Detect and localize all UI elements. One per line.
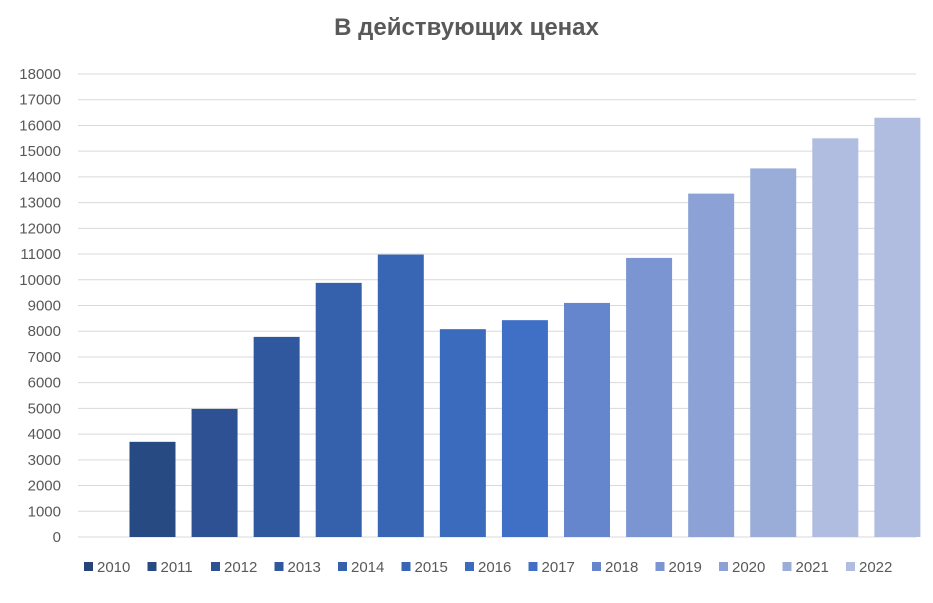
y-tick-label: 4000 bbox=[28, 426, 61, 443]
legend-swatch bbox=[465, 562, 474, 571]
bar bbox=[377, 254, 424, 537]
y-tick-label: 14000 bbox=[19, 169, 61, 186]
legend-label: 2010 bbox=[97, 559, 130, 576]
chart-title: В действующих ценах bbox=[334, 14, 599, 41]
y-tick-label: 10000 bbox=[19, 272, 61, 289]
y-tick-label: 13000 bbox=[19, 195, 61, 212]
legend-swatch bbox=[338, 562, 347, 571]
bar bbox=[812, 138, 859, 538]
legend-label: 2019 bbox=[669, 559, 702, 576]
legend-label: 2017 bbox=[542, 559, 575, 576]
legend-label: 2011 bbox=[161, 559, 193, 576]
legend-swatch bbox=[84, 562, 93, 571]
legend-label: 2012 bbox=[224, 559, 257, 576]
legend-swatch bbox=[846, 562, 855, 571]
legend-label: 2018 bbox=[605, 559, 638, 576]
legend-label: 2016 bbox=[478, 559, 511, 576]
y-tick-label: 1000 bbox=[28, 503, 61, 520]
bar bbox=[564, 302, 611, 537]
legend-label: 2021 bbox=[796, 559, 829, 576]
bar bbox=[129, 441, 176, 537]
legend-label: 2020 bbox=[732, 559, 765, 576]
y-tick-label: 11000 bbox=[20, 246, 61, 263]
y-tick-label: 5000 bbox=[28, 400, 61, 417]
y-tick-label: 3000 bbox=[28, 452, 61, 469]
y-tick-label: 2000 bbox=[28, 478, 61, 495]
bar bbox=[626, 257, 673, 537]
legend-label: 2015 bbox=[415, 559, 448, 576]
legend-swatch bbox=[274, 562, 284, 571]
bar bbox=[253, 336, 300, 537]
y-tick-label: 12000 bbox=[19, 220, 61, 237]
bar bbox=[874, 117, 921, 537]
bar bbox=[439, 329, 486, 537]
legend-swatch bbox=[528, 562, 538, 571]
bar bbox=[191, 408, 238, 537]
y-tick-label: 16000 bbox=[19, 117, 61, 134]
legend-swatch bbox=[592, 562, 601, 571]
legend-label: 2022 bbox=[859, 559, 892, 576]
legend-swatch bbox=[401, 562, 411, 571]
legend-swatch bbox=[211, 562, 220, 571]
y-tick-label: 15000 bbox=[19, 143, 61, 160]
y-tick-label: 9000 bbox=[28, 298, 61, 315]
bar bbox=[315, 282, 362, 537]
bar bbox=[688, 193, 735, 537]
bar bbox=[750, 168, 797, 537]
y-tick-label: 7000 bbox=[28, 349, 61, 366]
legend-label: 2013 bbox=[288, 559, 321, 576]
y-tick-label: 6000 bbox=[28, 375, 61, 392]
legend-swatch bbox=[147, 562, 157, 571]
y-tick-label: 8000 bbox=[28, 323, 61, 340]
y-tick-label: 18000 bbox=[19, 66, 61, 83]
legend-swatch bbox=[655, 562, 665, 571]
y-tick-label: 0 bbox=[53, 529, 61, 546]
legend-swatch bbox=[719, 562, 728, 571]
bar bbox=[501, 320, 548, 537]
legend-swatch bbox=[782, 562, 792, 571]
legend-label: 2014 bbox=[351, 559, 384, 576]
y-tick-label: 17000 bbox=[19, 92, 61, 109]
